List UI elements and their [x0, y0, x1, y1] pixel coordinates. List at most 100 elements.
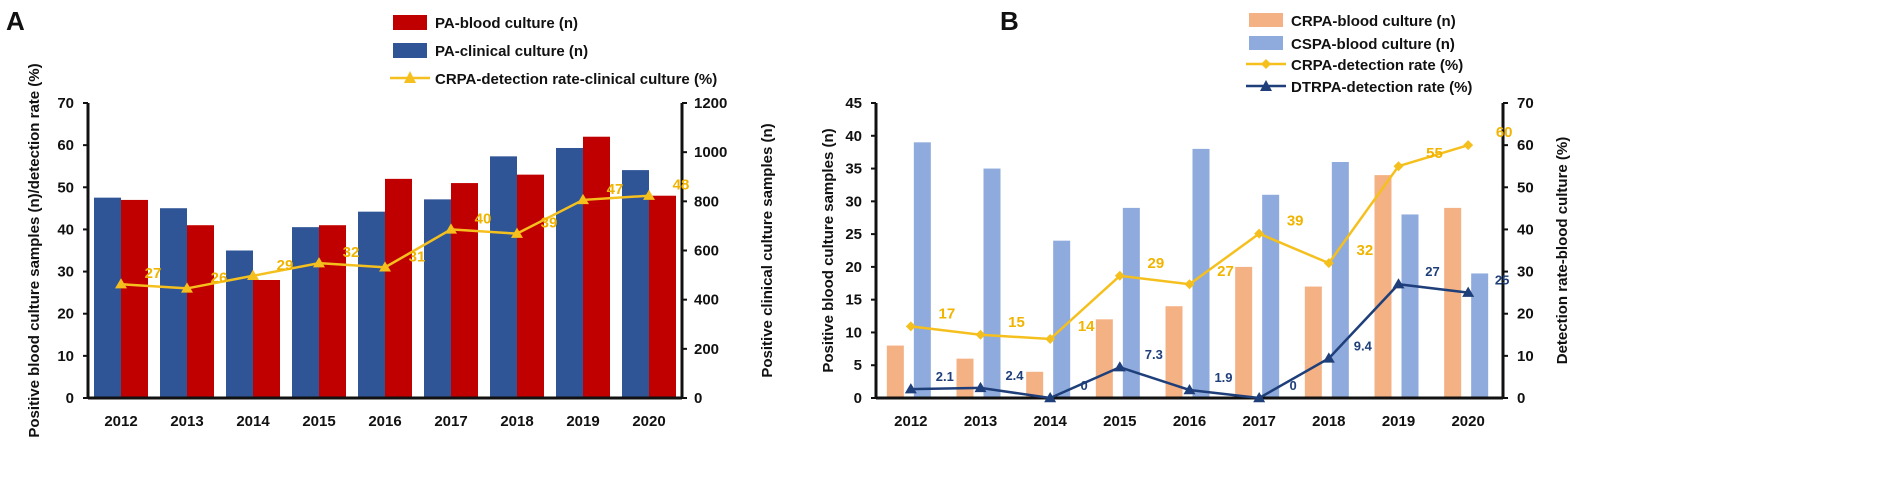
- cspa-blood-bar-2014: [1053, 240, 1071, 398]
- crpa-rate-point-2013: [181, 282, 193, 293]
- cspa-blood-bar-2012: [913, 142, 931, 398]
- pa-blood-bar-2015: [319, 225, 346, 398]
- cspa-blood-bar-2016: [1192, 148, 1210, 398]
- crpa-rate-point-2019: [577, 193, 589, 205]
- x-tick-2014: 2014: [236, 413, 270, 430]
- crpa-blood-bar-2015: [1095, 319, 1113, 398]
- crpa-rate-point-2014: [247, 269, 259, 280]
- cspa-blood-bar-2020: [1471, 273, 1489, 398]
- y-axis-right-title: Positive clinical culture samples (n): [759, 123, 776, 377]
- y-right-tick-b-50: 50: [1517, 179, 1534, 196]
- crpa-blood-bar-2017: [1235, 266, 1253, 398]
- x-tick-2012: 2012: [104, 413, 137, 430]
- legend-crpa-detection-marker: [1261, 59, 1271, 69]
- y-right-tick-b-30: 30: [1517, 264, 1534, 281]
- crpa-detection-rate-label-2012: 17: [938, 305, 955, 322]
- crpa-rate-label-2017: 40: [475, 210, 492, 227]
- dtrpa-detection-rate-label-2012: 2.1: [936, 369, 954, 384]
- y-left-tick-b-35: 35: [845, 161, 862, 178]
- y-left-tick-b-10: 10: [845, 324, 862, 341]
- pa-blood-bar-2017: [451, 183, 478, 398]
- crpa-rate-point-2017: [445, 223, 457, 234]
- x-tick-2017: 2017: [434, 413, 467, 430]
- crpa-rate-label-2020: 48: [673, 177, 690, 194]
- crpa-detection-rate-label-2019: 55: [1426, 145, 1443, 162]
- dtrpa-detection-rate-point-2012: [904, 383, 917, 394]
- pa-clinical-bar-2015: [292, 227, 319, 398]
- x-tick-2018: 2018: [500, 413, 533, 430]
- crpa-detection-rate-point-2017: [1254, 228, 1265, 239]
- y-axis-left-title-b: Positive blood culture samples (n): [820, 128, 837, 372]
- crpa-rate-label-2013: 26: [211, 269, 228, 286]
- legend-pa-clinical-swatch: [393, 43, 427, 58]
- panel-b-chart: 2012 2013 2014 2015 2016 2017 2018 2019 20200510…: [820, 13, 1571, 430]
- pa-clinical-bar-2020: [622, 170, 649, 398]
- dtrpa-detection-rate-label-2015: 7.3: [1145, 347, 1163, 362]
- dtrpa-detection-rate-label-2013: 2.4: [1005, 368, 1024, 383]
- y-right-tick-400: 400: [694, 292, 719, 309]
- dtrpa-detection-rate-label-2018: 9.4: [1354, 338, 1373, 353]
- legend-crpa-rate-label: CRPA-detection rate-clinical culture (%): [435, 71, 717, 88]
- crpa-detection-rate-point-2013: [975, 329, 986, 340]
- x-tick-b-2012: 2012: [894, 413, 927, 430]
- crpa-detection-rate-label-2013: 15: [1008, 314, 1025, 331]
- y-right-tick-b-20: 20: [1517, 306, 1534, 323]
- x-tick-b-2017: 2017: [1242, 413, 1275, 430]
- legend-pa-blood-swatch: [393, 15, 427, 30]
- y-right-tick-0: 0: [694, 390, 702, 407]
- pa-blood-bar-2014: [253, 280, 280, 398]
- y-right-tick-1200: 1200: [694, 95, 727, 112]
- crpa-blood-bar-2016: [1165, 306, 1183, 398]
- y-right-tick-b-60: 60: [1517, 137, 1534, 154]
- crpa-detection-rate-point-2014: [1045, 334, 1056, 344]
- y-axis-left-title: Positive blood culture samples (n)/detec…: [26, 63, 43, 437]
- x-tick-2015: 2015: [302, 413, 335, 430]
- x-tick-2020: 2020: [632, 413, 665, 430]
- dtrpa-detection-rate-point-2018: [1322, 352, 1335, 363]
- crpa-rate-label-2018: 39: [541, 215, 558, 232]
- pa-clinical-bar-2018: [490, 156, 517, 398]
- crpa-rate-label-2014: 29: [277, 257, 294, 274]
- crpa-blood-bar-2020: [1444, 207, 1462, 398]
- dtrpa-detection-rate-point-2013: [974, 381, 987, 393]
- panel-a-letter: A: [6, 6, 25, 36]
- x-tick-2013: 2013: [170, 413, 203, 430]
- crpa-detection-rate-label-2020: 60: [1496, 124, 1513, 141]
- y-left-tick-b-25: 25: [845, 226, 862, 243]
- pa-clinical-bar-2012: [94, 197, 121, 398]
- pa-clinical-bar-2013: [160, 208, 187, 398]
- dtrpa-detection-rate-point-2015: [1113, 361, 1126, 372]
- legend-cspa-blood-swatch: [1249, 36, 1283, 50]
- crpa-rate-point-2015: [313, 257, 325, 268]
- y-left-tick-70: 70: [57, 95, 74, 112]
- dtrpa-detection-rate-point-2017: [1253, 392, 1266, 403]
- dtrpa-detection-rate-point-2020: [1462, 286, 1475, 297]
- crpa-detection-rate-point-2019: [1393, 161, 1404, 172]
- legend-crpa-detection-label: CRPA-detection rate (%): [1291, 57, 1463, 74]
- legend-crpa-rate-marker: [404, 71, 416, 83]
- y-left-tick-b-30: 30: [845, 193, 862, 210]
- crpa-detection-rate-point-2016: [1184, 279, 1195, 290]
- y-right-tick-800: 800: [694, 193, 719, 210]
- dtrpa-detection-rate-label-2014: 0: [1081, 378, 1088, 393]
- y-axis-right-title-b: Detection rate-blood culture (%): [1554, 137, 1571, 365]
- cspa-blood-bar-2019: [1401, 214, 1419, 398]
- x-tick-b-2020: 2020: [1451, 413, 1484, 430]
- x-tick-b-2013: 2013: [964, 413, 997, 430]
- pa-blood-bar-2016: [385, 178, 412, 398]
- crpa-detection-rate-label-2016: 27: [1217, 263, 1234, 280]
- crpa-detection-rate-point-2015: [1114, 270, 1125, 281]
- y-left-tick-50: 50: [57, 179, 74, 196]
- crpa-blood-bar-2012: [886, 345, 904, 398]
- crpa-blood-bar-2019: [1374, 175, 1392, 398]
- legend-pa-blood-label: PA-blood culture (n): [435, 15, 578, 32]
- crpa-rate-label-2012: 27: [145, 265, 162, 282]
- pa-clinical-bar-2016: [358, 211, 385, 398]
- crpa-detection-rate-label-2014: 14: [1078, 318, 1095, 335]
- crpa-rate-label-2016: 31: [409, 248, 426, 265]
- y-right-tick-b-70: 70: [1517, 95, 1534, 112]
- dtrpa-detection-rate-point-2019: [1392, 278, 1405, 289]
- y-right-tick-b-40: 40: [1517, 221, 1534, 238]
- x-tick-2016: 2016: [368, 413, 401, 430]
